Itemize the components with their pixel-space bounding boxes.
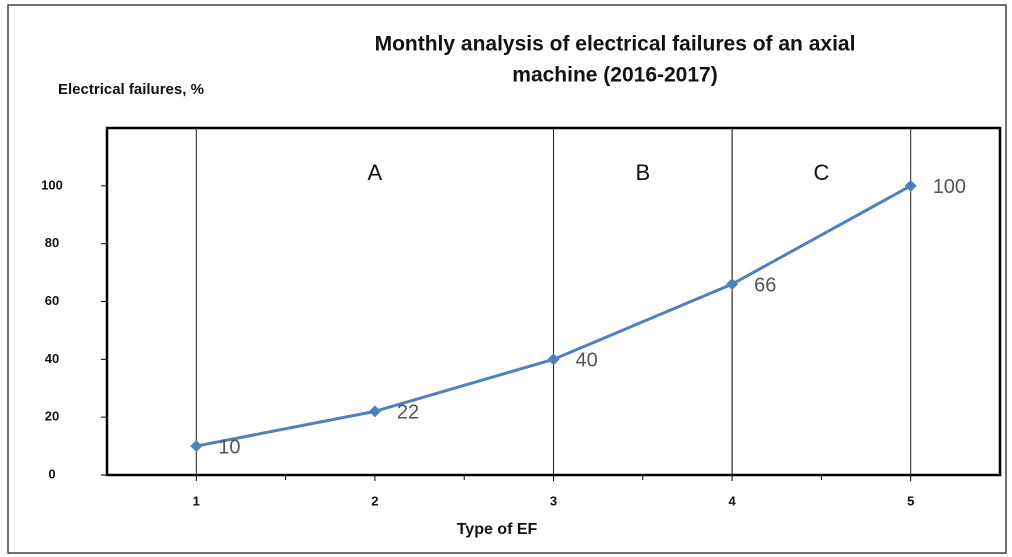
point-marker	[368, 405, 381, 418]
x-tick-label: 3	[550, 493, 557, 508]
data-label: 22	[397, 402, 419, 424]
point-marker	[190, 440, 203, 453]
y-tick-label: 100	[41, 177, 63, 192]
x-tick-label: 4	[728, 493, 736, 508]
y-axis-label: Electrical failures, %	[58, 81, 204, 98]
chart-title-line: Monthly analysis of electrical failures …	[375, 33, 856, 56]
point-marker	[547, 353, 560, 366]
zone-label: A	[368, 160, 383, 185]
y-tick-label: 60	[45, 293, 59, 308]
data-label: 40	[576, 350, 598, 372]
x-axis-label: Type of EF	[457, 521, 538, 538]
y-tick-label: 0	[48, 466, 55, 481]
y-tick-label: 80	[45, 235, 59, 250]
data-label: 100	[933, 176, 966, 198]
point-marker	[726, 278, 739, 291]
point-marker	[904, 179, 917, 192]
data-label: 66	[754, 274, 776, 296]
chart-title-line: machine (2016-2017)	[512, 64, 717, 87]
y-tick-label: 20	[45, 409, 59, 424]
zone-label: C	[813, 160, 829, 185]
data-label: 10	[218, 436, 240, 458]
frame	[7, 4, 1007, 554]
zone-label: B	[635, 160, 650, 185]
x-tick-label: 1	[193, 493, 200, 508]
y-tick-label: 40	[45, 351, 59, 366]
x-tick-label: 2	[371, 493, 378, 508]
x-tick-label: 5	[907, 493, 914, 508]
